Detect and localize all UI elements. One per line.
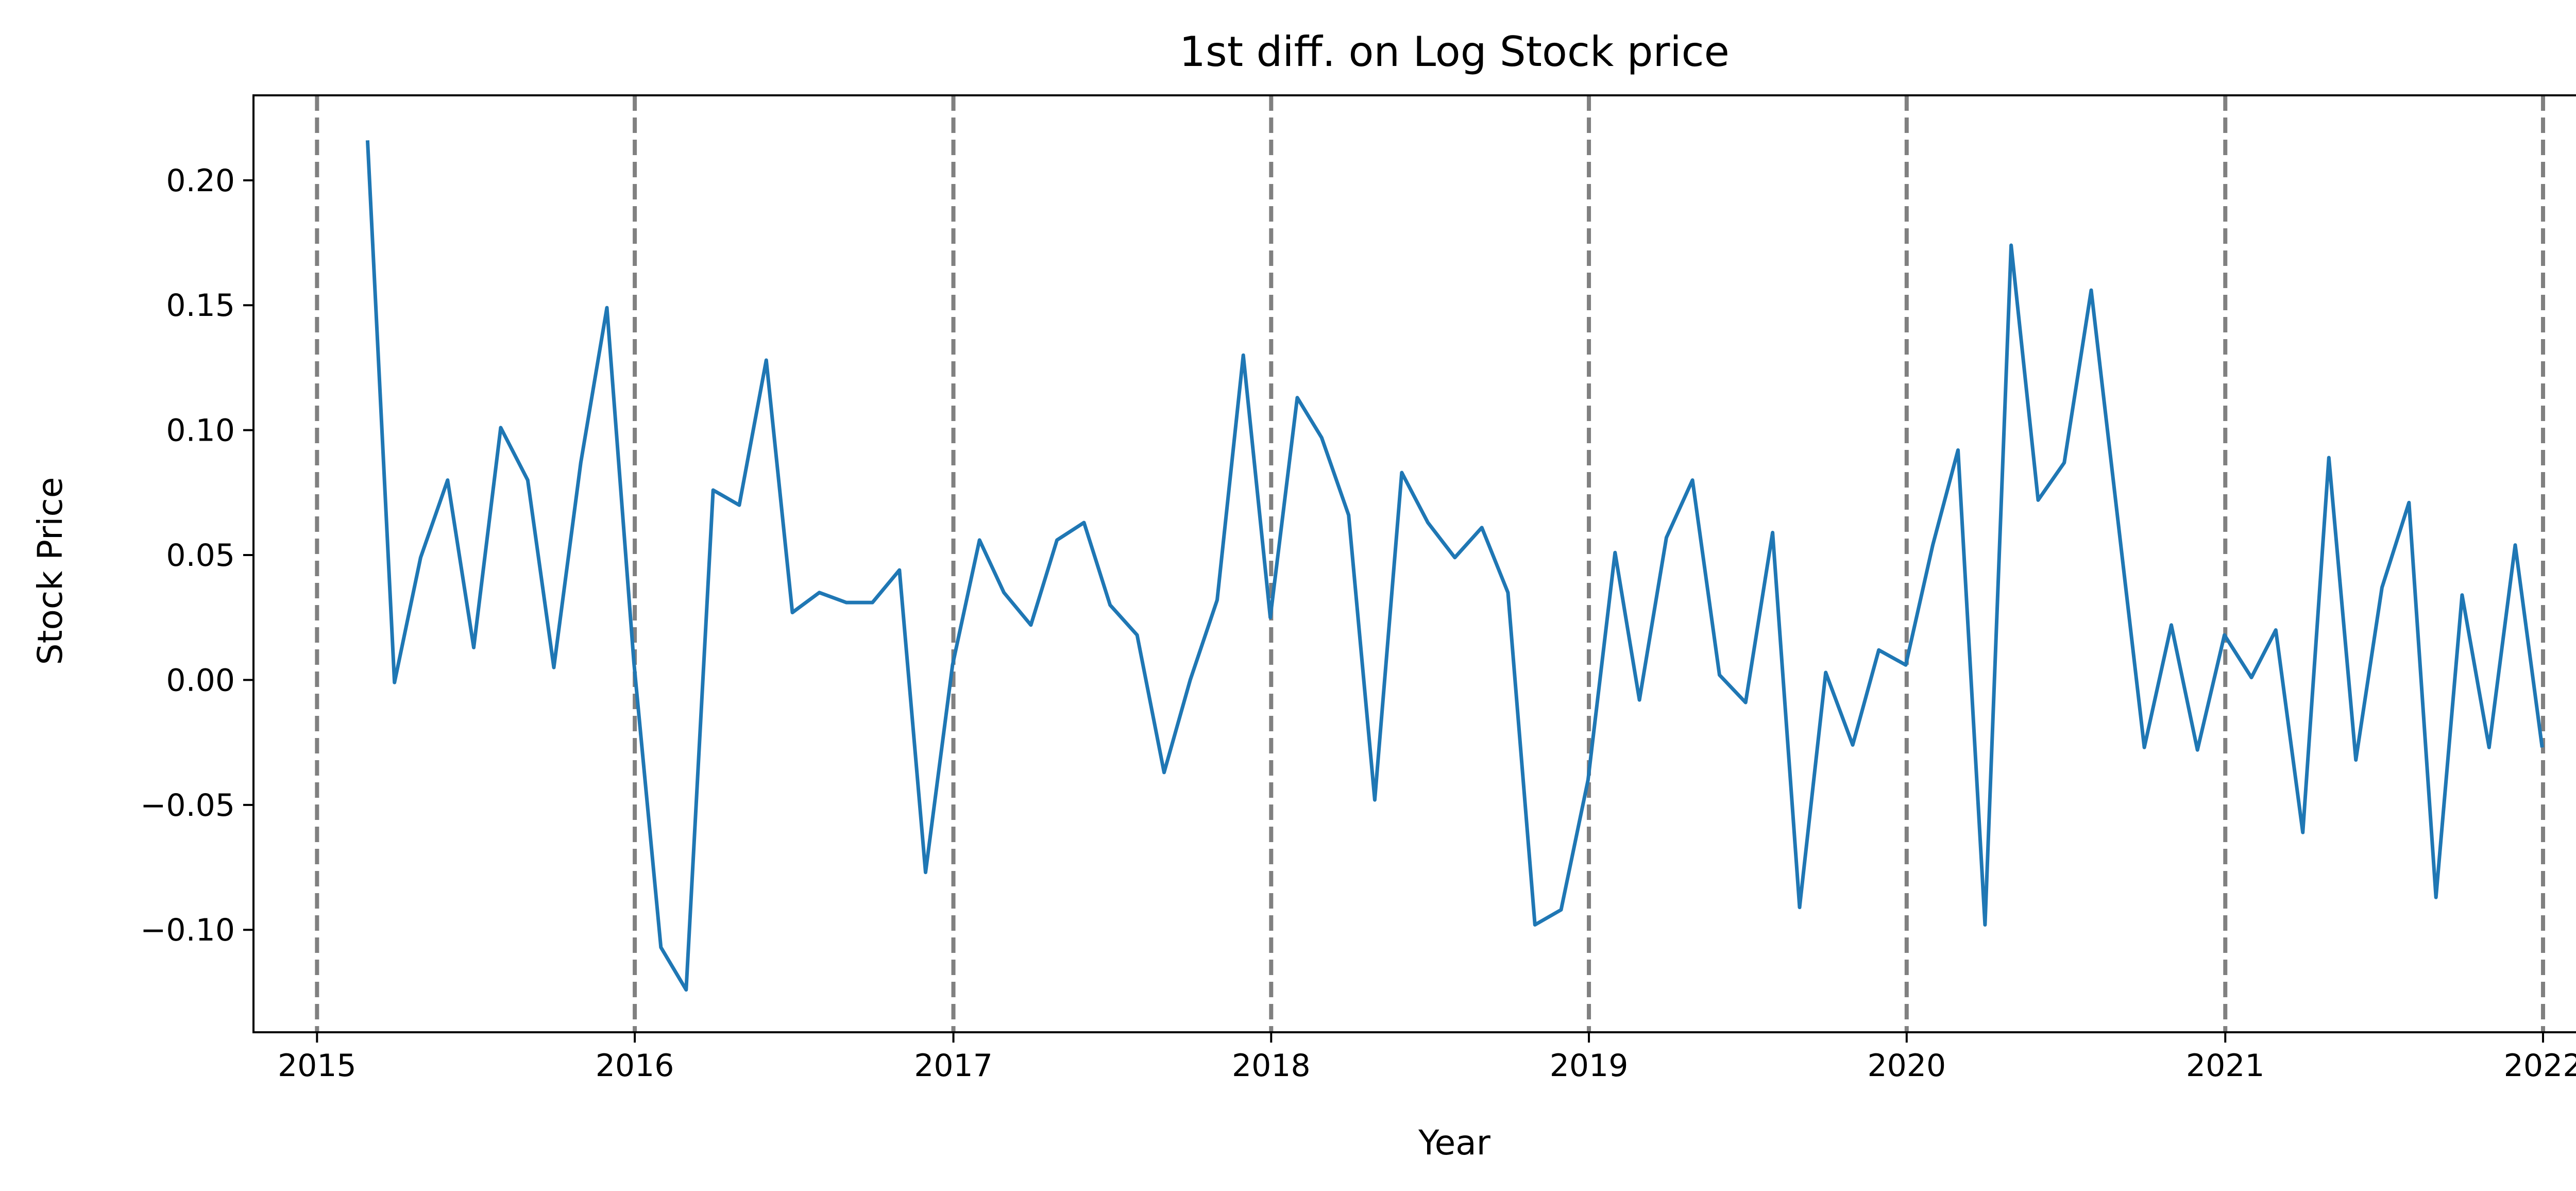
chart-title: 1st diff. on Log Stock price: [1179, 28, 1730, 76]
x-tick-label: 2022: [2504, 1048, 2576, 1084]
y-tick-label: 0.15: [166, 288, 235, 324]
x-tick-label: 2020: [1867, 1048, 1946, 1084]
x-tick-label: 2016: [596, 1048, 674, 1084]
x-axis-label: Year: [1418, 1123, 1491, 1163]
series-line: [365, 140, 2544, 992]
x-tick-label: 2015: [278, 1048, 357, 1084]
y-tick-label: 0.20: [166, 163, 235, 199]
x-tick-label: 2021: [2186, 1048, 2265, 1084]
x-tick-label: 2019: [1550, 1048, 1629, 1084]
y-tick-label: 0.10: [166, 413, 235, 449]
y-tick-label: 0.05: [166, 538, 235, 574]
y-axis-label: Stock Price: [30, 477, 70, 665]
x-tick-label: 2017: [914, 1048, 993, 1084]
y-tick-label: 0.00: [166, 662, 235, 698]
plot-frame: [252, 94, 2576, 1033]
x-tick-label: 2018: [1232, 1048, 1311, 1084]
y-tick-label: −0.05: [140, 787, 235, 824]
y-tick-label: −0.10: [140, 912, 235, 948]
plot-area: 2015 2016 2017 2018 2019 2020 2021 2022 0.20 0.15…: [140, 95, 2576, 1084]
